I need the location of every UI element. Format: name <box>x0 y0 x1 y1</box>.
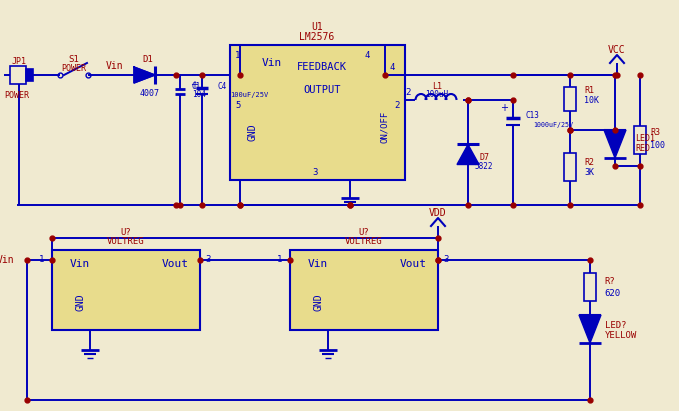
Text: LM2576: LM2576 <box>299 32 335 42</box>
Bar <box>634 126 646 154</box>
Text: 100uH: 100uH <box>426 90 449 99</box>
Text: GND: GND <box>313 293 323 311</box>
Text: GND: GND <box>75 293 85 311</box>
Bar <box>564 87 576 111</box>
Text: POWER: POWER <box>62 64 86 72</box>
Text: U1: U1 <box>311 22 323 32</box>
Text: 620: 620 <box>604 289 620 298</box>
Text: Vin: Vin <box>308 259 328 269</box>
Text: 5: 5 <box>235 101 240 109</box>
Text: 3: 3 <box>312 168 318 176</box>
Text: D1: D1 <box>143 55 153 64</box>
Text: L1: L1 <box>432 81 442 90</box>
Bar <box>52 250 200 330</box>
Bar <box>290 250 438 330</box>
Polygon shape <box>134 67 155 83</box>
Text: VOLTREG: VOLTREG <box>107 236 145 245</box>
Text: RED: RED <box>635 143 650 152</box>
Text: 4007: 4007 <box>140 88 160 97</box>
Text: 3: 3 <box>205 256 210 265</box>
Text: R2: R2 <box>584 157 594 166</box>
Bar <box>564 153 576 181</box>
Text: U?: U? <box>121 228 131 236</box>
Text: Vout: Vout <box>400 259 427 269</box>
Text: S1: S1 <box>69 55 79 64</box>
Text: 3K: 3K <box>584 168 594 176</box>
Text: D7: D7 <box>479 153 489 162</box>
Polygon shape <box>604 130 626 158</box>
Text: GND: GND <box>247 123 257 141</box>
Text: Vin: Vin <box>0 255 14 265</box>
Text: R?: R? <box>604 277 614 286</box>
Text: 4: 4 <box>365 51 369 60</box>
Text: R3: R3 <box>650 127 660 136</box>
Text: LED1: LED1 <box>635 134 655 143</box>
Text: +: + <box>500 103 508 113</box>
Text: 104: 104 <box>192 90 206 99</box>
Polygon shape <box>457 145 479 164</box>
Text: Vin: Vin <box>262 58 282 68</box>
Text: FEEDBACK: FEEDBACK <box>297 62 347 72</box>
Text: 1: 1 <box>235 51 240 60</box>
Text: 4: 4 <box>390 62 395 72</box>
Text: U?: U? <box>359 228 369 236</box>
Text: POWER: POWER <box>5 90 29 99</box>
Text: C13: C13 <box>525 111 539 120</box>
Text: Vin: Vin <box>70 259 90 269</box>
Text: Vout: Vout <box>162 259 189 269</box>
Text: 10K: 10K <box>584 95 599 104</box>
Text: 100uF/25V: 100uF/25V <box>230 92 268 98</box>
Text: VCC: VCC <box>608 45 626 55</box>
Text: C1: C1 <box>192 81 201 90</box>
Text: LED?: LED? <box>605 321 627 330</box>
Text: YELLOW: YELLOW <box>605 330 638 339</box>
Text: 100: 100 <box>650 141 665 150</box>
Polygon shape <box>579 315 601 343</box>
Text: VDD: VDD <box>429 208 447 218</box>
Text: ON/OFF: ON/OFF <box>380 111 390 143</box>
Text: 3: 3 <box>443 256 448 265</box>
Text: JP1: JP1 <box>12 56 26 65</box>
Text: 1: 1 <box>276 256 282 265</box>
Text: R1: R1 <box>584 85 594 95</box>
Text: OUTPUT: OUTPUT <box>304 85 341 95</box>
Text: +: + <box>190 80 198 90</box>
Bar <box>584 273 596 301</box>
Bar <box>10 66 26 84</box>
Text: 2: 2 <box>394 101 400 109</box>
Bar <box>230 45 405 180</box>
Text: VOLTREG: VOLTREG <box>345 236 383 245</box>
Text: 1: 1 <box>39 256 44 265</box>
Text: Vin: Vin <box>106 61 124 71</box>
Text: 2: 2 <box>405 88 411 97</box>
Bar <box>26 69 33 81</box>
Text: C4: C4 <box>217 81 226 90</box>
Text: 5822: 5822 <box>475 162 493 171</box>
Text: 1000uF/25V: 1000uF/25V <box>533 122 573 128</box>
